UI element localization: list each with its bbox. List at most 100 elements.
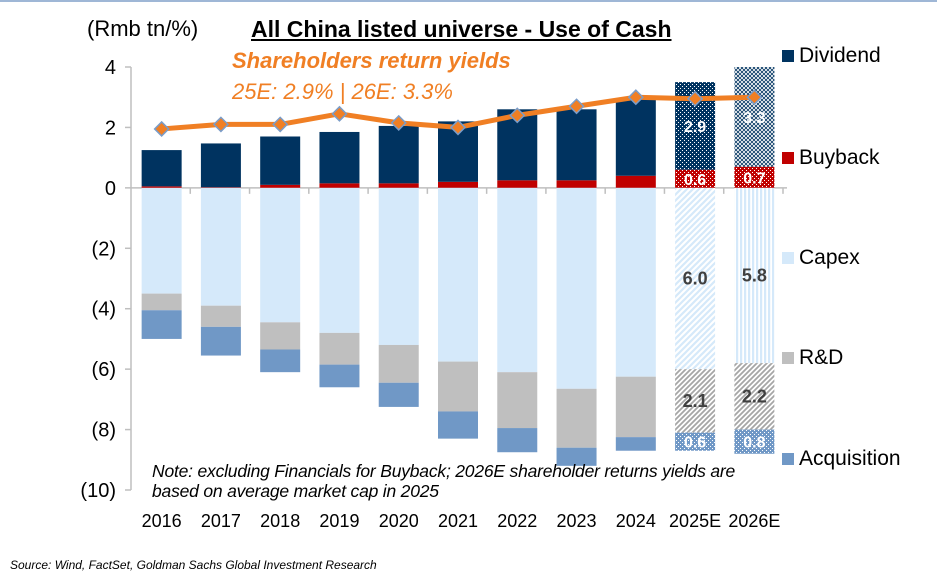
- data-label: 2.1: [683, 391, 708, 411]
- unit-label: (Rmb tn/%): [87, 16, 199, 41]
- bar-dividend-2024: [615, 98, 656, 176]
- data-label: 3.3: [743, 110, 765, 127]
- bar-buyback-2025E: [675, 169, 716, 188]
- legend-swatch: [782, 252, 794, 264]
- x-tick-label: 2017: [201, 511, 241, 531]
- x-tick-label: 2024: [616, 511, 656, 531]
- bar-capex-2022: [497, 187, 538, 373]
- legend-label: Acquisition: [799, 447, 901, 470]
- legend-label: Buyback: [799, 146, 880, 169]
- y-tick-label: 0: [105, 178, 116, 200]
- legend-item-buyback: Buyback: [782, 146, 880, 170]
- data-label: 6.0: [683, 269, 708, 289]
- bar-buyback-2018: [260, 184, 301, 188]
- bar-buyback-2024: [615, 175, 656, 188]
- x-tick-label: 2021: [438, 511, 478, 531]
- x-tick-label: 2020: [379, 511, 419, 531]
- bar-buyback-2021: [438, 181, 478, 188]
- bar-capex-2024: [615, 187, 656, 377]
- bar-acquisition-2023: [556, 447, 597, 466]
- bar-rnd-2018: [260, 322, 301, 350]
- x-tick-label: 2019: [319, 511, 359, 531]
- bar-buyback-2019: [319, 183, 360, 188]
- y-tick-label: (6): [92, 359, 116, 381]
- bar-capex-2016: [141, 187, 182, 294]
- data-label: 0.6: [684, 435, 706, 452]
- bar-buyback-2026E: [734, 166, 775, 188]
- bar-rnd-2024: [615, 376, 656, 438]
- bar-buyback-2022: [497, 180, 538, 188]
- bar-acquisition-2016: [141, 310, 182, 339]
- legend-swatch: [782, 453, 794, 465]
- chart-subtitle: Shareholders return yields: [232, 48, 511, 73]
- bar-rnd-2026E: [734, 363, 775, 430]
- data-label: 0.6: [684, 172, 706, 189]
- y-tick-label: (8): [92, 420, 116, 442]
- bar-rnd-2019: [319, 332, 360, 365]
- legend-swatch: [782, 352, 794, 364]
- data-labels-layer: 0.6 2.9 6.0 2.1 0.6 0.7 3.3 5.8 2.2 0.8: [683, 110, 767, 452]
- bar-rnd-2017: [200, 305, 241, 327]
- bar-dividend-2018: [260, 136, 301, 185]
- bar-rnd-2016: [141, 293, 182, 311]
- chart-title: All China listed universe - Use of Cash: [251, 16, 672, 42]
- chart-subtitle-values: 25E: 2.9% | 26E: 3.3%: [232, 79, 453, 104]
- data-label: 0.7: [743, 170, 765, 187]
- yield-marker: [509, 107, 526, 124]
- bar-dividend-2019: [319, 131, 360, 184]
- yield-marker: [627, 89, 644, 106]
- bar-acquisition-2024: [615, 437, 656, 451]
- legend-item-dividend: Dividend: [782, 44, 881, 68]
- legend-label: Capex: [799, 246, 860, 269]
- bar-acquisition-2022: [497, 428, 538, 453]
- source-note: Source: Wind, FactSet, Goldman Sachs Glo…: [10, 558, 377, 572]
- chart-note: Note: excluding Financials for Buyback; …: [152, 461, 736, 501]
- bar-acquisition-2017: [200, 326, 241, 356]
- bar-capex-2017: [200, 187, 241, 306]
- x-tick-label: 2023: [557, 511, 597, 531]
- bar-dividend-2017: [200, 143, 241, 188]
- yield-marker: [212, 116, 229, 133]
- bar-acquisition-2025E: [675, 432, 716, 451]
- data-label: 0.8: [743, 435, 765, 452]
- bar-dividend-2023: [556, 109, 597, 181]
- y-tick-label: (10): [80, 480, 116, 502]
- y-tick-label: (4): [92, 299, 116, 321]
- yield-marker: [390, 114, 407, 131]
- data-label: 2.2: [742, 386, 767, 406]
- legend-item-acquisition: Acquisition: [782, 447, 901, 471]
- legend-swatch: [782, 50, 794, 62]
- bar-dividend-2016: [141, 150, 182, 187]
- bar-capex-2020: [378, 187, 419, 345]
- y-tick-label: (2): [92, 238, 116, 260]
- yield-marker: [449, 119, 467, 136]
- x-tick-label: 2016: [142, 511, 182, 531]
- yield-marker: [746, 89, 763, 106]
- x-tick-label: 2018: [260, 511, 300, 531]
- bar-buyback-2016: [141, 186, 182, 188]
- bar-capex-2025E: [675, 187, 716, 370]
- x-tick-label: 2025E: [669, 511, 721, 531]
- bar-capex-2021: [438, 187, 478, 362]
- yield-marker: [272, 116, 289, 133]
- legend-label: R&D: [799, 346, 844, 369]
- data-label: 5.8: [742, 265, 767, 285]
- bar-rnd-2022: [497, 372, 538, 429]
- yield-marker: [687, 90, 704, 107]
- bar-rnd-2025E: [675, 369, 716, 433]
- yield-marker: [331, 105, 348, 122]
- yield-line-layer: [153, 89, 763, 137]
- bar-capex-2023: [556, 187, 597, 389]
- bar-acquisition-2020: [378, 382, 419, 407]
- top-border: [0, 0, 937, 2]
- bar-acquisition-2019: [319, 364, 360, 388]
- data-label: 2.9: [684, 119, 706, 136]
- y-tick-label: 2: [105, 117, 116, 139]
- bar-dividend-2026E: [734, 67, 775, 167]
- axis-layer: 4 2 0 (2) (4) (6) (8) (10) 2016 2017 2018 2019 2020 2…: [80, 57, 787, 531]
- bar-acquisition-2021: [438, 411, 478, 439]
- x-tick-label: 2022: [497, 511, 537, 531]
- legend-item-rnd: R&D: [782, 346, 843, 370]
- x-tick-label: 2026E: [728, 511, 780, 531]
